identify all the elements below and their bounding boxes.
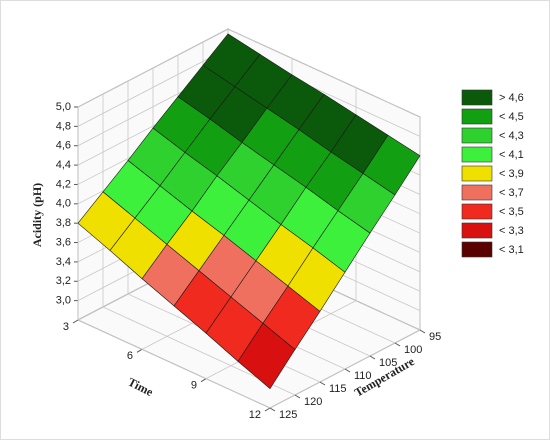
- legend-label: < 3,5: [499, 206, 524, 218]
- z-tick-label: 3,2: [56, 275, 71, 287]
- y-tick: [394, 342, 401, 347]
- y-tick: [344, 368, 351, 373]
- x-tick: [136, 348, 143, 353]
- x-tick-label: 6: [127, 350, 133, 362]
- legend-label: < 4,5: [499, 111, 524, 123]
- x-tick: [264, 407, 271, 412]
- y-tick-label: 100: [404, 344, 422, 356]
- legend-label: < 4,3: [499, 130, 524, 142]
- y-tick-label: 120: [304, 396, 322, 408]
- x-tick-label: 12: [249, 409, 261, 421]
- legend-label: < 3,7: [499, 187, 524, 199]
- grid-line: [227, 28, 421, 118]
- legend-label: < 3,9: [499, 168, 524, 180]
- legend-swatch: [461, 146, 493, 163]
- legend-label: < 4,1: [499, 149, 524, 161]
- z-tick-label: 5,0: [56, 101, 71, 113]
- legend-swatch: [461, 203, 493, 220]
- z-tick-label: 4,6: [56, 140, 71, 152]
- z-tick-label: 3,4: [56, 256, 71, 268]
- y-tick: [369, 355, 376, 360]
- z-tick-label: 4,2: [56, 178, 71, 190]
- z-tick-label: 3,6: [56, 236, 71, 248]
- grid-line: [77, 319, 271, 409]
- legend-swatch: [461, 89, 493, 106]
- surface-cell: [362, 134, 421, 196]
- x-tick-label: 9: [191, 380, 197, 392]
- x-tick-label: 3: [63, 321, 69, 333]
- x-tick: [72, 319, 79, 324]
- z-tick-label: 3,8: [56, 217, 71, 229]
- z-tick-label: 4,4: [56, 159, 71, 171]
- z-axis-title: Acidity (pH): [30, 183, 44, 247]
- y-tick-label: 125: [279, 409, 297, 421]
- y-tick-label: 105: [379, 357, 397, 369]
- y-tick-label: 110: [354, 370, 372, 382]
- y-tick: [269, 407, 276, 412]
- legend-swatch: [461, 184, 493, 201]
- legend-label: < 3,3: [499, 225, 524, 237]
- y-tick: [294, 394, 301, 399]
- y-tick-label: 95: [429, 331, 441, 343]
- legend-swatch: [461, 108, 493, 125]
- legend-swatch: [461, 222, 493, 239]
- z-tick-label: 4,0: [56, 198, 71, 210]
- y-tick: [419, 329, 426, 334]
- legend-swatch: [461, 241, 493, 258]
- legend-swatch: [461, 127, 493, 144]
- y-tick-label: 115: [329, 383, 347, 395]
- y-tick: [319, 381, 326, 386]
- z-tick-label: 3,0: [56, 295, 71, 307]
- legend-label: < 3,1: [499, 244, 524, 256]
- x-tick: [200, 378, 207, 383]
- z-tick-label: 4,8: [56, 120, 71, 132]
- legend-label: > 4,6: [499, 92, 524, 104]
- legend-swatch: [461, 165, 493, 182]
